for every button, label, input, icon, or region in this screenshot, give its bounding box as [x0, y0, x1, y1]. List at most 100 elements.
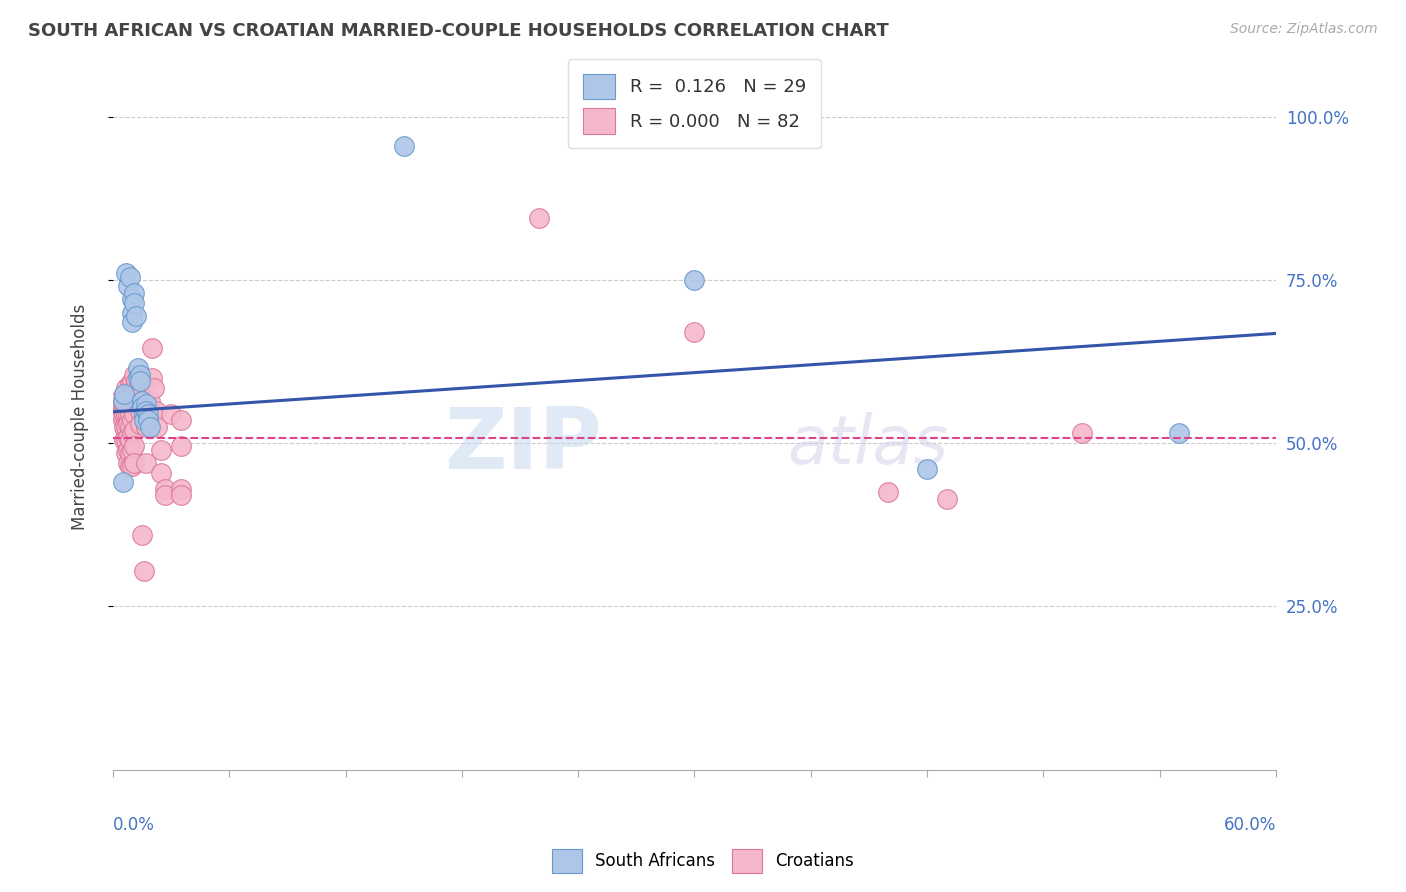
Point: [122, 439, 145, 453]
Point: [160, 407, 183, 421]
Legend: R =  0.126   N = 29, R = 0.000   N = 82: R = 0.126 N = 29, R = 0.000 N = 82: [568, 59, 821, 148]
Point: [120, 446, 142, 460]
Point: [114, 387, 136, 401]
Point: [132, 564, 155, 578]
Point: [117, 393, 139, 408]
Point: [110, 407, 132, 421]
Point: [125, 309, 148, 323]
Point: [115, 446, 138, 460]
Point: [135, 407, 157, 421]
Y-axis label: Married-couple Households: Married-couple Households: [72, 304, 89, 530]
Point: [135, 403, 157, 417]
Point: [115, 407, 138, 421]
Point: [115, 433, 138, 447]
Point: [135, 420, 157, 434]
Point: [111, 403, 134, 417]
Point: [683, 273, 706, 287]
Point: [121, 426, 143, 441]
Point: [111, 475, 134, 490]
Point: [153, 488, 176, 502]
Point: [121, 315, 143, 329]
Point: [114, 420, 136, 434]
Point: [131, 393, 153, 408]
Point: [683, 325, 706, 339]
Point: [121, 458, 143, 473]
Point: [111, 393, 134, 408]
Point: [120, 433, 142, 447]
Point: [170, 488, 193, 502]
Point: [121, 413, 143, 427]
Point: [117, 384, 139, 398]
Point: [111, 397, 134, 411]
Point: [120, 377, 142, 392]
Text: 60.0%: 60.0%: [1223, 815, 1277, 834]
Point: [141, 342, 163, 356]
Point: [129, 374, 152, 388]
Point: [136, 413, 159, 427]
Point: [122, 295, 145, 310]
Point: [129, 368, 152, 382]
Point: [138, 420, 160, 434]
Point: [392, 139, 415, 153]
Point: [117, 429, 139, 443]
Point: [111, 413, 134, 427]
Point: [117, 279, 139, 293]
Point: [117, 456, 139, 470]
Text: Source: ZipAtlas.com: Source: ZipAtlas.com: [1230, 22, 1378, 37]
Point: [138, 393, 160, 408]
Point: [121, 401, 143, 415]
Point: [127, 371, 149, 385]
Point: [877, 485, 900, 500]
Point: [122, 381, 145, 395]
Point: [121, 305, 143, 319]
Point: [122, 285, 145, 300]
Point: [121, 387, 143, 401]
Point: [121, 374, 143, 388]
Text: SOUTH AFRICAN VS CROATIAN MARRIED-COUPLE HOUSEHOLDS CORRELATION CHART: SOUTH AFRICAN VS CROATIAN MARRIED-COUPLE…: [28, 22, 889, 40]
Point: [121, 293, 143, 307]
Point: [136, 413, 159, 427]
Point: [120, 397, 142, 411]
Point: [115, 420, 138, 434]
Point: [120, 269, 142, 284]
Point: [131, 527, 153, 541]
Point: [141, 371, 163, 385]
Point: [170, 439, 193, 453]
Point: [114, 433, 136, 447]
Point: [529, 211, 551, 225]
Point: [150, 442, 173, 457]
Point: [121, 442, 143, 457]
Point: [915, 462, 938, 476]
Point: [122, 423, 145, 437]
Point: [135, 397, 157, 411]
Point: [115, 381, 138, 395]
Point: [114, 387, 136, 401]
Point: [125, 387, 148, 401]
Point: [122, 407, 145, 421]
Text: 0.0%: 0.0%: [112, 815, 155, 834]
Point: [935, 491, 957, 506]
Point: [135, 456, 157, 470]
Point: [120, 458, 142, 473]
Point: [131, 393, 153, 408]
Point: [122, 393, 145, 408]
Point: [120, 407, 142, 421]
Point: [114, 401, 136, 415]
Point: [110, 401, 132, 415]
Text: atlas: atlas: [787, 412, 949, 478]
Point: [115, 266, 138, 280]
Point: [129, 403, 152, 417]
Point: [127, 397, 149, 411]
Point: [1168, 426, 1191, 441]
Point: [136, 407, 159, 421]
Point: [125, 374, 148, 388]
Point: [129, 417, 152, 431]
Point: [131, 401, 153, 415]
Point: [170, 413, 193, 427]
Point: [117, 442, 139, 457]
Point: [115, 401, 138, 415]
Point: [127, 361, 149, 376]
Point: [150, 466, 173, 480]
Point: [145, 403, 167, 417]
Point: [117, 417, 139, 431]
